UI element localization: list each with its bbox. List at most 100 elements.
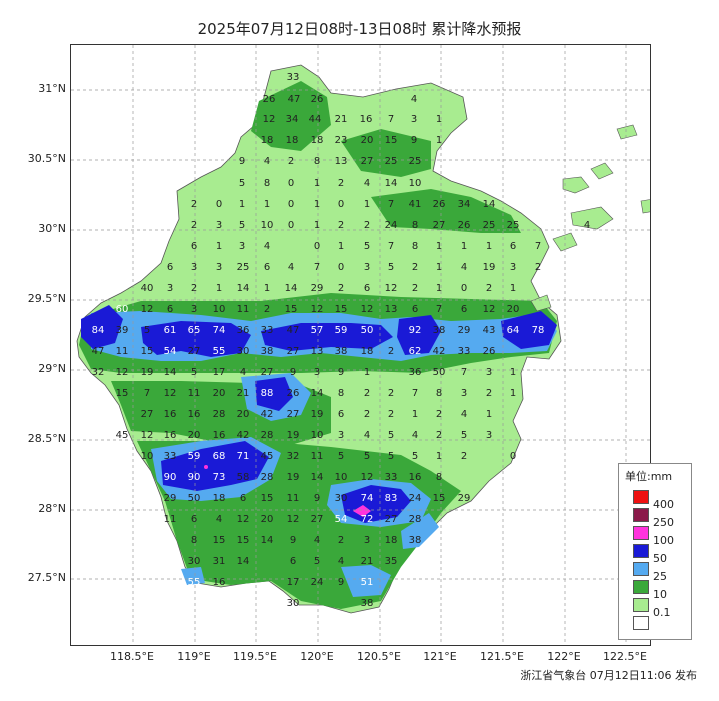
station-value: 11 — [164, 514, 177, 525]
station-value: 33 — [458, 346, 471, 357]
map-title: 2025年07月12日08时-13日08时 累计降水预报 — [197, 20, 522, 38]
station-value: 2 — [338, 220, 344, 231]
station-value: 26 — [458, 220, 471, 231]
station-value: 84 — [92, 325, 105, 336]
station-value: 27 — [188, 346, 201, 357]
station-value: 1 — [264, 199, 270, 210]
station-value: 57 — [311, 325, 324, 336]
station-value: 14 — [237, 556, 250, 567]
station-value: 38 — [361, 598, 374, 609]
station-value: 4 — [216, 514, 222, 525]
station-value: 17 — [213, 367, 226, 378]
station-value: 0 — [216, 199, 222, 210]
station-value: 29 — [311, 283, 324, 294]
station-value: 1 — [436, 262, 442, 273]
station-value: 25 — [237, 262, 250, 273]
station-value: 10 — [141, 451, 154, 462]
station-value: 72 — [361, 514, 374, 525]
station-value: 3 — [167, 283, 173, 294]
legend-swatch — [633, 580, 649, 594]
station-value: 5 — [461, 430, 467, 441]
station-value: 27 — [385, 514, 398, 525]
legend-value: 50 — [653, 552, 667, 565]
station-value: 18 — [385, 535, 398, 546]
station-value: 1 — [510, 367, 516, 378]
station-value: 12 — [483, 304, 496, 315]
legend-value: 0.1 — [653, 606, 671, 619]
station-value: 9 — [239, 156, 245, 167]
station-value: 0 — [288, 220, 294, 231]
station-value: 1 — [486, 241, 492, 252]
station-value: 8 — [412, 241, 418, 252]
station-value: 55 — [188, 577, 201, 588]
station-value: 5 — [314, 556, 320, 567]
station-value: 11 — [237, 304, 250, 315]
station-value: 3 — [216, 220, 222, 231]
station-value: 26 — [483, 346, 496, 357]
station-value: 14 — [237, 283, 250, 294]
station-value: 9 — [314, 493, 320, 504]
station-value: 54 — [164, 346, 177, 357]
station-value: 0 — [314, 241, 320, 252]
station-value: 18 — [261, 135, 274, 146]
station-value: 1 — [436, 241, 442, 252]
station-value: 8 — [412, 220, 418, 231]
station-value: 11 — [188, 388, 201, 399]
legend-swatch — [633, 562, 649, 576]
station-value: 4 — [314, 535, 320, 546]
station-value: 14 — [385, 178, 398, 189]
station-value: 6 — [290, 556, 296, 567]
station-value: 10 — [335, 472, 348, 483]
station-value: 74 — [361, 493, 374, 504]
station-value: 20 — [507, 304, 520, 315]
station-value: 0 — [288, 178, 294, 189]
station-value: 30 — [188, 556, 201, 567]
longitude-label: 121°E — [423, 650, 457, 663]
station-value: 5 — [239, 178, 245, 189]
station-value: 19 — [311, 409, 324, 420]
station-value: 6 — [510, 241, 516, 252]
longitude-label: 118.5°E — [110, 650, 154, 663]
station-value: 5 — [388, 451, 394, 462]
station-value: 16 — [360, 114, 373, 125]
station-value: 1 — [314, 220, 320, 231]
station-value: 34 — [458, 199, 471, 210]
legend-swatch — [633, 616, 649, 630]
station-value: 2 — [436, 430, 442, 441]
station-value: 2 — [364, 409, 370, 420]
station-value: 2 — [535, 262, 541, 273]
station-value: 2 — [388, 388, 394, 399]
station-value: 64 — [507, 325, 520, 336]
legend-title: 单位:mm — [625, 470, 673, 483]
station-value: 7 — [461, 367, 467, 378]
legend-value: 10 — [653, 588, 667, 601]
station-value: 7 — [388, 241, 394, 252]
station-value: 6 — [167, 262, 173, 273]
station-value: 1 — [510, 388, 516, 399]
station-value: 25 — [385, 156, 398, 167]
station-value: 14 — [164, 367, 177, 378]
station-value: 24 — [385, 220, 398, 231]
latitude-label: 27.5°N — [27, 571, 66, 584]
station-value: 13 — [335, 156, 348, 167]
station-value: 20 — [188, 430, 201, 441]
station-value: 3 — [216, 262, 222, 273]
legend-swatch — [633, 544, 649, 558]
islands — [530, 124, 650, 312]
station-value: 71 — [237, 451, 250, 462]
station-value: 25 — [507, 220, 520, 231]
station-value: 32 — [287, 451, 300, 462]
station-value: 88 — [261, 388, 274, 399]
legend-swatch — [633, 490, 649, 504]
station-value: 5 — [412, 451, 418, 462]
legend-value: 250 — [653, 516, 674, 529]
station-value: 3 — [338, 430, 344, 441]
station-value: 0 — [510, 451, 516, 462]
station-value: 9 — [290, 535, 296, 546]
station-value: 2 — [388, 409, 394, 420]
station-value: 4 — [411, 94, 417, 105]
station-value: 2 — [338, 178, 344, 189]
station-value: 7 — [412, 388, 418, 399]
station-value: 41 — [409, 199, 422, 210]
station-value: 1 — [461, 241, 467, 252]
